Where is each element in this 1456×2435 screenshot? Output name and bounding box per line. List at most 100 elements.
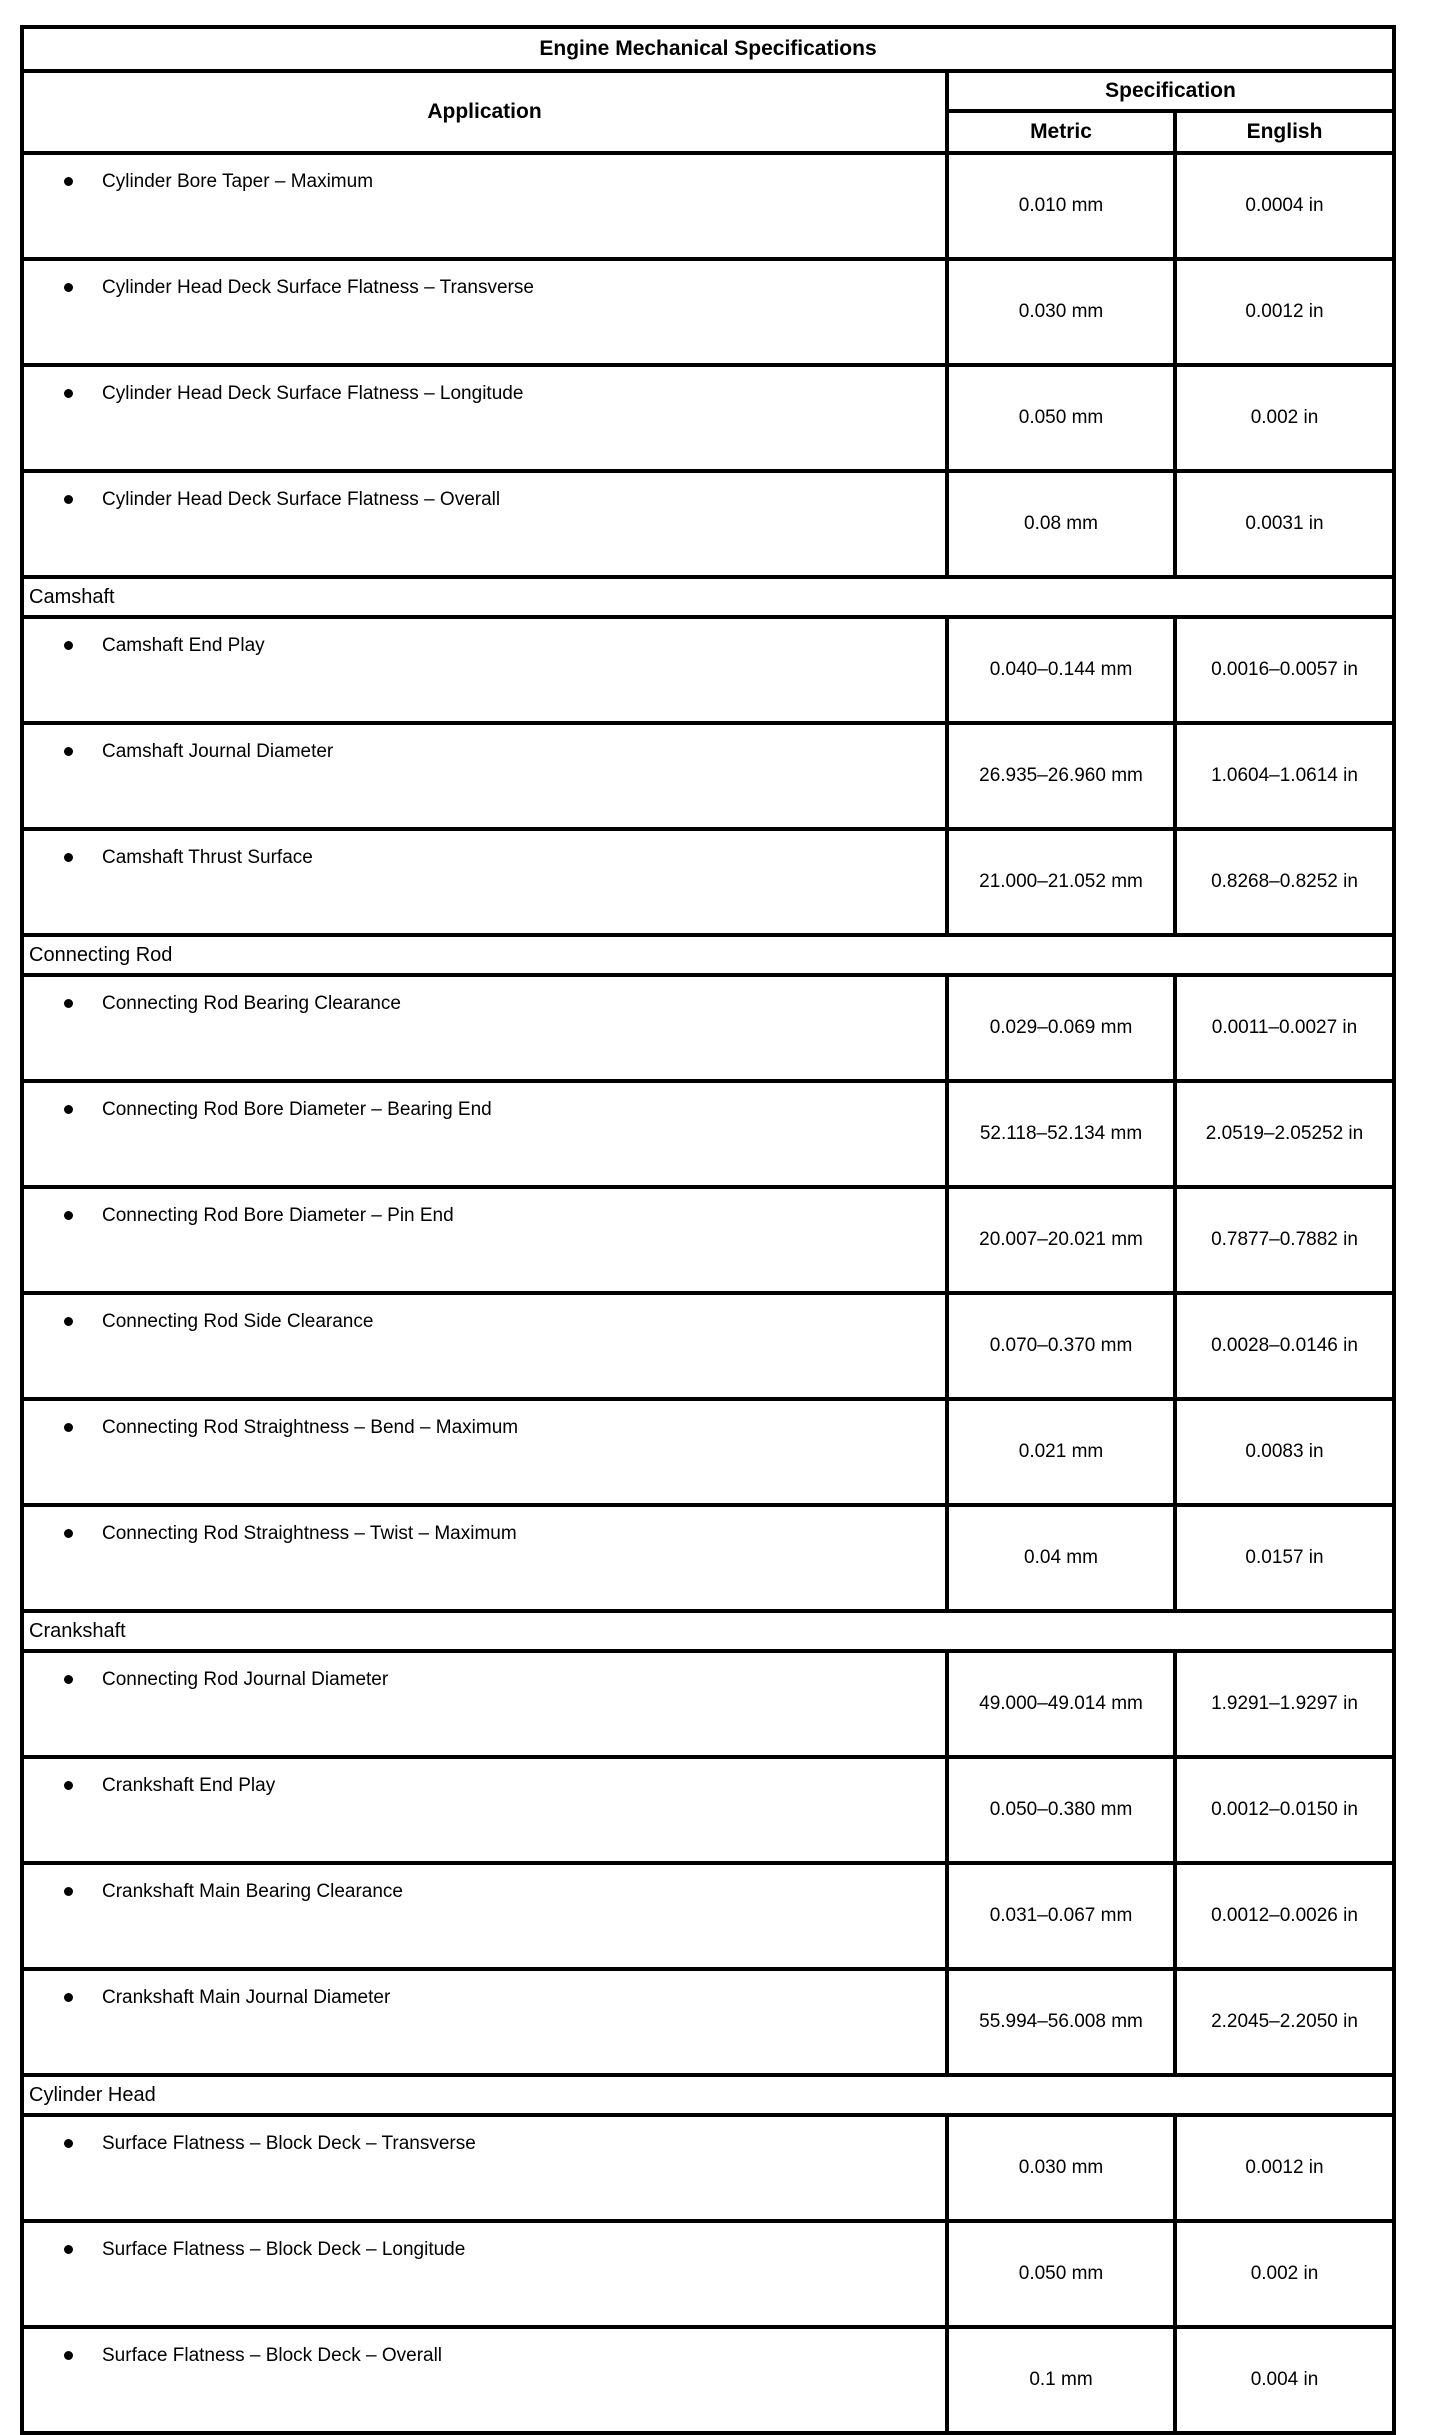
application-label: Crankshaft End Play bbox=[102, 1775, 276, 1796]
application-cell: Cylinder Bore Taper – Maximum bbox=[20, 151, 949, 261]
metric-value-cell: 20.007–20.021 mm bbox=[945, 1185, 1177, 1295]
english-value-cell: 0.0012 in bbox=[1173, 257, 1396, 367]
application-line: Camshaft End Play bbox=[64, 635, 935, 657]
english-value-cell: 0.0012–0.0150 in bbox=[1173, 1755, 1396, 1865]
bullet-icon bbox=[64, 853, 73, 862]
application-label: Connecting Rod Side Clearance bbox=[102, 1311, 374, 1332]
section-header-row: Camshaft bbox=[20, 575, 1396, 619]
table-row: Surface Flatness – Block Deck – Longitud… bbox=[20, 2219, 1396, 2329]
metric-value-cell: 0.050–0.380 mm bbox=[945, 1755, 1177, 1865]
bullet-icon bbox=[64, 1211, 73, 1220]
application-line: Crankshaft Main Journal Diameter bbox=[64, 1987, 935, 2009]
title-row: Engine Mechanical Specifications bbox=[20, 25, 1396, 73]
english-value-cell: 0.7877–0.7882 in bbox=[1173, 1185, 1396, 1295]
application-label: Cylinder Head Deck Surface Flatness – Tr… bbox=[102, 277, 534, 298]
application-cell: Connecting Rod Bore Diameter – Pin End bbox=[20, 1185, 949, 1295]
section-header-label: Crankshaft bbox=[20, 1609, 1396, 1653]
application-cell: Crankshaft Main Bearing Clearance bbox=[20, 1861, 949, 1971]
application-line: Connecting Rod Straightness – Twist – Ma… bbox=[64, 1523, 935, 1545]
application-label: Connecting Rod Bearing Clearance bbox=[102, 993, 401, 1014]
bullet-icon bbox=[64, 1781, 73, 1790]
bullet-icon bbox=[64, 2245, 73, 2254]
bullet-icon bbox=[64, 495, 73, 504]
metric-value-cell: 0.04 mm bbox=[945, 1503, 1177, 1613]
application-label: Camshaft Thrust Surface bbox=[102, 847, 313, 868]
application-cell: Cylinder Head Deck Surface Flatness – Tr… bbox=[20, 257, 949, 367]
table-row: Connecting Rod Bore Diameter – Bearing E… bbox=[20, 1079, 1396, 1189]
application-line: Cylinder Head Deck Surface Flatness – Ov… bbox=[64, 489, 935, 511]
application-cell: Connecting Rod Straightness – Twist – Ma… bbox=[20, 1503, 949, 1613]
metric-value-cell: 0.030 mm bbox=[945, 257, 1177, 367]
bullet-icon bbox=[64, 747, 73, 756]
table-row: Connecting Rod Bearing Clearance 0.029–0.… bbox=[20, 973, 1396, 1083]
application-cell: Connecting Rod Bore Diameter – Bearing E… bbox=[20, 1079, 949, 1189]
table-row: Connecting Rod Straightness – Bend – Max… bbox=[20, 1397, 1396, 1507]
application-label: Cylinder Head Deck Surface Flatness – Lo… bbox=[102, 383, 524, 404]
english-value-cell: 0.0011–0.0027 in bbox=[1173, 973, 1396, 1083]
application-line: Surface Flatness – Block Deck – Transver… bbox=[64, 2133, 935, 2155]
english-value-cell: 0.0083 in bbox=[1173, 1397, 1396, 1507]
spec-table-body: Engine Mechanical Specifications Applica… bbox=[20, 25, 1396, 2435]
bullet-icon bbox=[64, 1993, 73, 2002]
table-row: Cylinder Head Deck Surface Flatness – Tr… bbox=[20, 257, 1396, 367]
application-cell: Crankshaft Main Journal Diameter bbox=[20, 1967, 949, 2077]
application-line: Connecting Rod Bore Diameter – Pin End bbox=[64, 1205, 935, 1227]
application-cell: Crankshaft End Play bbox=[20, 1755, 949, 1865]
bullet-icon bbox=[64, 177, 73, 186]
metric-value-cell: 0.029–0.069 mm bbox=[945, 973, 1177, 1083]
table-row: Cylinder Head Deck Surface Flatness – Ov… bbox=[20, 469, 1396, 579]
english-value-cell: 0.0012–0.0026 in bbox=[1173, 1861, 1396, 1971]
application-label: Surface Flatness – Block Deck – Longitud… bbox=[102, 2239, 466, 2260]
english-value-cell: 0.002 in bbox=[1173, 2219, 1396, 2329]
english-value-cell: 0.0004 in bbox=[1173, 151, 1396, 261]
application-cell: Surface Flatness – Block Deck – Longitud… bbox=[20, 2219, 949, 2329]
section-header-row: Crankshaft bbox=[20, 1609, 1396, 1653]
bullet-icon bbox=[64, 1423, 73, 1432]
metric-value-cell: 52.118–52.134 mm bbox=[945, 1079, 1177, 1189]
metric-value-cell: 0.030 mm bbox=[945, 2113, 1177, 2223]
bullet-icon bbox=[64, 2351, 73, 2360]
metric-value-cell: 0.070–0.370 mm bbox=[945, 1291, 1177, 1401]
table-row: Surface Flatness – Block Deck – Overall 0… bbox=[20, 2325, 1396, 2435]
application-line: Crankshaft End Play bbox=[64, 1775, 935, 1797]
application-label: Crankshaft Main Journal Diameter bbox=[102, 1987, 391, 2008]
application-cell: Surface Flatness – Block Deck – Overall bbox=[20, 2325, 949, 2435]
application-cell: Connecting Rod Side Clearance bbox=[20, 1291, 949, 1401]
application-label: Crankshaft Main Bearing Clearance bbox=[102, 1881, 403, 1902]
table-row: Connecting Rod Bore Diameter – Pin End 20… bbox=[20, 1185, 1396, 1295]
application-cell: Connecting Rod Journal Diameter bbox=[20, 1649, 949, 1759]
section-header-row: Connecting Rod bbox=[20, 933, 1396, 977]
english-value-cell: 0.8268–0.8252 in bbox=[1173, 827, 1396, 937]
metric-value-cell: 0.1 mm bbox=[945, 2325, 1177, 2435]
metric-value-cell: 0.040–0.144 mm bbox=[945, 615, 1177, 725]
table-row: Cylinder Head Deck Surface Flatness – Lo… bbox=[20, 363, 1396, 473]
table-row: Crankshaft Main Bearing Clearance 0.031–0… bbox=[20, 1861, 1396, 1971]
bullet-icon bbox=[64, 2139, 73, 2148]
application-label: Connecting Rod Straightness – Twist – Ma… bbox=[102, 1523, 517, 1544]
table-row: Camshaft Journal Diameter 26.935–26.960 m… bbox=[20, 721, 1396, 831]
application-line: Surface Flatness – Block Deck – Overall bbox=[64, 2345, 935, 2367]
bullet-icon bbox=[64, 1529, 73, 1538]
application-cell: Connecting Rod Straightness – Bend – Max… bbox=[20, 1397, 949, 1507]
metric-value-cell: 0.08 mm bbox=[945, 469, 1177, 579]
bullet-icon bbox=[64, 999, 73, 1008]
application-line: Cylinder Bore Taper – Maximum bbox=[64, 171, 935, 193]
english-value-cell: 0.0012 in bbox=[1173, 2113, 1396, 2223]
metric-value-cell: 21.000–21.052 mm bbox=[945, 827, 1177, 937]
metric-value-cell: 0.031–0.067 mm bbox=[945, 1861, 1177, 1971]
application-label: Camshaft End Play bbox=[102, 635, 265, 656]
application-line: Connecting Rod Side Clearance bbox=[64, 1311, 935, 1333]
table-row: Cylinder Bore Taper – Maximum 0.010 mm 0.0… bbox=[20, 151, 1396, 261]
english-value-cell: 2.0519–2.05252 in bbox=[1173, 1079, 1396, 1189]
bullet-icon bbox=[64, 389, 73, 398]
bullet-icon bbox=[64, 283, 73, 292]
application-label: Surface Flatness – Block Deck – Overall bbox=[102, 2345, 443, 2366]
application-cell: Surface Flatness – Block Deck – Transver… bbox=[20, 2113, 949, 2223]
application-label: Camshaft Journal Diameter bbox=[102, 741, 334, 762]
english-value-cell: 0.002 in bbox=[1173, 363, 1396, 473]
application-label: Surface Flatness – Block Deck – Transver… bbox=[102, 2133, 476, 2154]
application-cell: Cylinder Head Deck Surface Flatness – Ov… bbox=[20, 469, 949, 579]
specification-column-header: Specification bbox=[945, 69, 1396, 113]
section-header-label: Cylinder Head bbox=[20, 2073, 1396, 2117]
application-label: Cylinder Head Deck Surface Flatness – Ov… bbox=[102, 489, 501, 510]
